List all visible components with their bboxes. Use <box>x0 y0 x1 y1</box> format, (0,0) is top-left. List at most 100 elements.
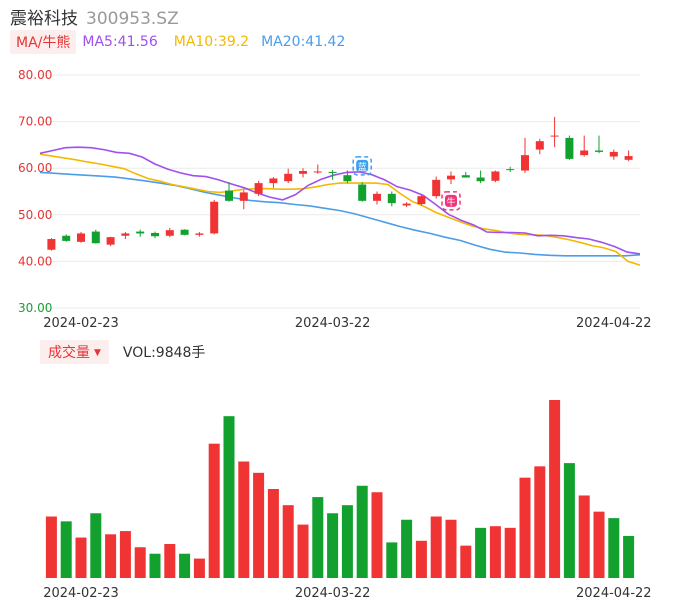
volume-indicator-selector[interactable]: 成交量 ▼ <box>40 340 109 364</box>
y-tick-label: 70.00 <box>18 115 52 129</box>
volume-bar <box>371 492 383 578</box>
candle-body <box>447 175 455 180</box>
candle-body <box>580 150 589 156</box>
signal-marker-label: 蓝 <box>358 161 367 173</box>
volume-bar <box>356 485 368 578</box>
candle-body <box>565 137 574 159</box>
candle-body <box>402 203 411 206</box>
volume-value: VOL:9848手 <box>122 345 206 361</box>
volume-bar <box>593 511 605 578</box>
ma10-line <box>39 153 641 266</box>
candle-body <box>550 135 559 137</box>
ma5-value: MA5:41.56 <box>82 34 158 50</box>
caret-down-icon: ▼ <box>94 348 101 358</box>
candle-body <box>151 232 159 237</box>
volume-bar <box>623 535 635 578</box>
signal-marker-icon <box>445 194 457 207</box>
signal-marker-frame <box>441 191 461 211</box>
candle-body <box>180 229 189 235</box>
volume-bar <box>534 466 546 578</box>
candle-body <box>461 175 470 178</box>
stock-name: 震裕科技 <box>10 9 78 29</box>
volume-tag-label: 成交量 <box>48 345 90 361</box>
volume-bar <box>519 477 531 578</box>
candle-body <box>225 190 233 201</box>
volume-bar <box>134 547 146 578</box>
volume-bar <box>430 516 442 578</box>
candle-body <box>417 196 426 205</box>
volume-legend: 成交量 ▼ VOL:9848手 <box>40 340 206 364</box>
candle-body <box>343 175 352 182</box>
candle-body <box>506 169 515 171</box>
signal-marker-label: 牛 <box>446 196 455 208</box>
volume-bar <box>90 513 102 578</box>
volume-bar <box>193 558 205 578</box>
ma10-value: MA10:39.2 <box>173 34 250 50</box>
volume-bar <box>549 400 561 578</box>
volume-bar <box>282 505 294 578</box>
candle-body <box>521 155 529 171</box>
y-tick-label: 50.00 <box>18 208 52 222</box>
candle-body <box>210 201 219 234</box>
volume-bar <box>75 537 87 578</box>
candle-body <box>136 231 145 234</box>
volume-bar <box>223 416 235 578</box>
volume-bar <box>312 497 324 578</box>
candle-body <box>595 150 603 152</box>
volume-bar <box>563 463 575 578</box>
candle-body <box>432 179 441 197</box>
candle-body <box>299 170 307 174</box>
volume-bar <box>415 540 427 578</box>
candle-body <box>476 177 485 182</box>
volume-bar <box>445 519 457 578</box>
candle-body <box>535 141 544 150</box>
candle-body <box>328 171 337 173</box>
candle-body <box>373 193 381 201</box>
volume-bar <box>327 513 339 578</box>
volume-bar <box>253 472 265 578</box>
signal-marker-icon <box>356 159 369 172</box>
candle-body <box>387 193 396 204</box>
ma20-value: MA20:41.42 <box>261 34 346 50</box>
ma-indicator-selector[interactable]: MA/牛熊 <box>10 30 77 54</box>
volume-bar <box>45 516 57 578</box>
y-tick-label: 40.00 <box>18 254 52 268</box>
x-tick-label: 2024-04-22 <box>576 316 652 331</box>
candle-body <box>91 231 100 244</box>
stock-code: 300953.SZ <box>86 9 179 29</box>
y-tick-label: 30.00 <box>18 301 52 315</box>
volume-bar <box>119 531 131 578</box>
volume-bar <box>401 519 413 578</box>
volume-bar <box>489 526 501 578</box>
candle-body <box>77 233 85 242</box>
volume-bar <box>386 542 398 578</box>
candle-body <box>106 237 115 245</box>
stock-header: 震裕科技 300953.SZ <box>10 4 179 29</box>
candle-body <box>313 171 322 173</box>
y-tick-label: 60.00 <box>18 161 52 175</box>
volume-bar <box>164 544 176 578</box>
ma5-line <box>39 146 641 255</box>
volume-bar <box>475 527 487 578</box>
volume-bar <box>208 443 220 578</box>
volume-x-tick-label: 2024-03-22 <box>295 586 371 601</box>
volume-bar <box>105 534 117 578</box>
candle-body <box>269 178 278 184</box>
volume-bar <box>341 505 353 578</box>
candle-body <box>491 171 500 181</box>
ma-legend: MA/牛熊 MA5:41.56 MA10:39.2 MA20:41.42 <box>10 30 345 54</box>
volume-bar <box>60 521 72 578</box>
candle-body <box>609 151 618 157</box>
volume-bar <box>460 545 472 578</box>
volume-x-tick-label: 2024-04-22 <box>576 586 652 601</box>
volume-bar <box>608 518 620 578</box>
candle-body <box>624 156 633 160</box>
candle-body <box>195 233 204 235</box>
candle-body <box>254 183 263 194</box>
volume-bar <box>297 524 309 578</box>
candle-body <box>121 233 130 236</box>
candle-body <box>358 184 367 201</box>
volume-bar <box>179 553 191 578</box>
y-tick-label: 80.00 <box>18 68 52 82</box>
